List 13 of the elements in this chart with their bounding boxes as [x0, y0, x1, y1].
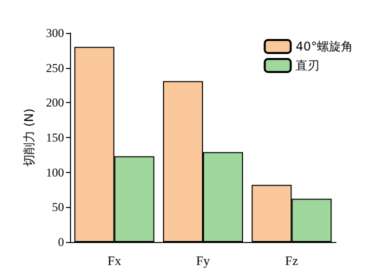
- x-tick-label: Fz: [285, 253, 298, 268]
- legend-label: 40°螺旋角: [296, 40, 354, 54]
- x-tick-label: Fy: [196, 253, 210, 268]
- y-tick-label: 50: [52, 200, 64, 214]
- x-tick-label: Fx: [107, 253, 122, 268]
- y-tick-label: 200: [46, 96, 64, 110]
- y-tick-label: 300: [46, 26, 64, 40]
- legend-label: 直刃: [296, 58, 320, 72]
- y-tick-label: 100: [46, 165, 64, 180]
- y-tick-label: 250: [46, 60, 64, 75]
- y-axis-title: 切削力 (N): [22, 108, 36, 167]
- y-tick-label: 0: [58, 235, 64, 249]
- y-tick-label: 150: [46, 130, 64, 144]
